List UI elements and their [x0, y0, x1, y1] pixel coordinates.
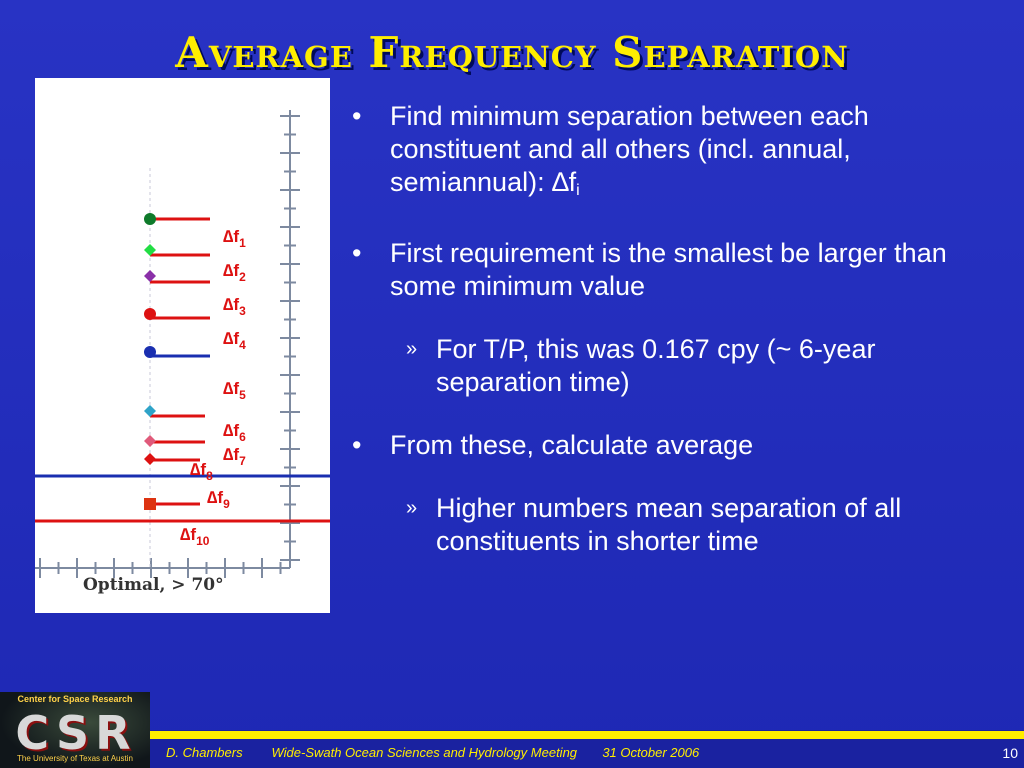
- bullet-dot: •: [352, 238, 362, 268]
- sub-bullet-2: » Higher numbers mean separation of all …: [352, 492, 1002, 558]
- delta-f-label-6: ∆f6: [223, 421, 246, 444]
- marker-blue-circle: [144, 346, 156, 358]
- figure-svg: ∆f1 ∆f2 ∆f3 ∆f4 ∆f5 ∆f6∆f7 ∆f8 ∆f9 ∆f10 Optimal,…: [35, 110, 330, 595]
- logo-letters: CSR: [15, 706, 137, 760]
- delta-f-label-8: ∆f8: [190, 460, 213, 483]
- csr-logo: Center for Space Research CSR The Univer…: [0, 692, 150, 768]
- footer-meeting: Wide-Swath Ocean Sciences and Hydrology …: [271, 745, 578, 760]
- logo-top-text: Center for Space Research: [17, 694, 133, 704]
- marker-cyan-diamond: [144, 405, 156, 417]
- sub-bullet-2-text: Higher numbers mean separation of all co…: [436, 493, 902, 556]
- bullet-2-text: First requirement is the smallest be lar…: [390, 238, 947, 301]
- marker-red-circle: [144, 308, 156, 320]
- footer-text: D. Chambers Wide-Swath Ocean Sciences an…: [166, 745, 699, 760]
- slide-title: Average Frequency Separation: [175, 28, 849, 77]
- bullet-1: • Find minimum separation between each c…: [352, 100, 1002, 207]
- frequency-separation-figure: ∆f1 ∆f2 ∆f3 ∆f4 ∆f5 ∆f6 ∆f7 ∆f8 ∆f9 ∆f10 Optimal,…: [35, 78, 330, 613]
- sub-bullet-mark: »: [406, 497, 418, 519]
- footer-rule: [150, 731, 1024, 739]
- bullet-1-text: Find minimum separation between each con…: [390, 101, 869, 197]
- sub-bullet-1-text: For T/P, this was 0.167 cpy (~ 6-year se…: [436, 334, 876, 397]
- delta-f-label-2: ∆f2: [223, 261, 246, 284]
- marker-red-diamond: [144, 453, 156, 465]
- delta-f-label-9: ∆f9: [207, 488, 230, 511]
- footer-author: D. Chambers: [166, 745, 243, 760]
- subscript-i: i: [576, 182, 580, 199]
- logo-bottom-text: The University of Texas at Austin: [17, 754, 133, 763]
- page-number: 10: [1002, 745, 1018, 761]
- delta-f-label-5: ∆f5: [223, 379, 246, 402]
- figure-caption: Optimal, > 70°: [83, 575, 224, 595]
- delta-f-labels: ∆f1 ∆f2 ∆f3 ∆f4 ∆f5 ∆f6∆f7 ∆f8 ∆f9 ∆f10: [180, 227, 246, 548]
- delta-f-label-10: ∆f10: [180, 525, 210, 548]
- bullet-list: • Find minimum separation between each c…: [352, 100, 1002, 588]
- marker-pink-diamond: [144, 435, 156, 447]
- bullet-2: • First requirement is the smallest be l…: [352, 237, 1002, 303]
- footer-date: 31 October 2006: [602, 745, 700, 760]
- delta-f-label-3: ∆f3: [223, 295, 246, 318]
- bullet-3-text: From these, calculate average: [390, 430, 754, 460]
- marker-orange-square: [144, 498, 156, 510]
- sub-bullet-mark: »: [406, 338, 418, 360]
- sub-bullet-1: » For T/P, this was 0.167 cpy (~ 6-year …: [352, 333, 1002, 399]
- delta-f-label-1: ∆f1: [223, 227, 246, 250]
- f-symbol: f: [568, 167, 577, 197]
- delta-f-label-7: ∆f7: [223, 445, 246, 468]
- vertical-axis-ticks: [280, 115, 300, 561]
- bullet-3: • From these, calculate average: [352, 429, 1002, 462]
- marker-purple-diamond: [144, 270, 156, 282]
- delta-f-label-4: ∆f4: [223, 329, 246, 352]
- horizontal-axis-ticks: [39, 558, 282, 578]
- delta-symbol: ∆: [552, 167, 569, 197]
- marker-green-circle: [144, 213, 156, 225]
- marker-green-diamond: [144, 244, 156, 256]
- bullet-dot: •: [352, 101, 362, 131]
- bullet-dot: •: [352, 430, 362, 460]
